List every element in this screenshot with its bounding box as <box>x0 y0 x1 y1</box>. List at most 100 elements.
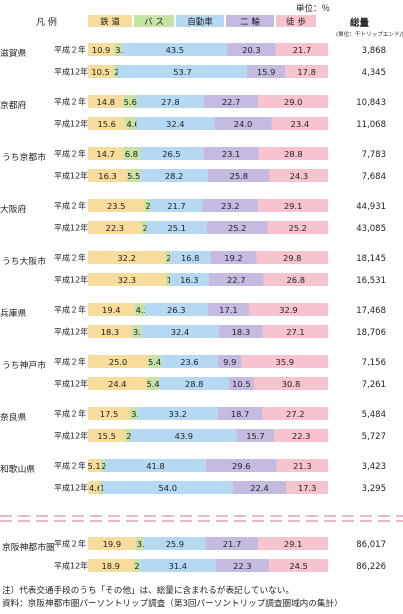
bar-value-label: 28.8 <box>185 379 203 389</box>
bar-value-label: 28.2 <box>165 171 183 181</box>
bar-segment <box>271 117 328 130</box>
bar-segment <box>169 273 209 286</box>
group-label: 和歌山県 <box>0 463 35 475</box>
bar-value-label: 43.9 <box>175 431 193 441</box>
bar-segment <box>202 199 259 212</box>
bar-value-label: 6.8 <box>125 149 138 159</box>
legend-swatch-1 <box>134 15 174 27</box>
bar-value-label: 23.5 <box>107 201 125 211</box>
bar-segment <box>123 147 140 160</box>
bar-segment <box>241 355 328 368</box>
total-value: 7,261 <box>362 380 386 390</box>
bar-segment <box>208 273 264 286</box>
bar-value-label: 29.0 <box>284 97 302 107</box>
bar-value-label: 23.4 <box>291 119 309 129</box>
group-4: うち大阪市平成２年32.22.016.819.229.818,145平成12年3… <box>2 251 386 286</box>
bar-value-label: 9.9 <box>223 357 236 367</box>
group-label: 京阪神都市圏 <box>2 541 55 553</box>
bar-segment <box>122 43 228 56</box>
year-label: 平成２年 <box>54 357 86 367</box>
bar-value-label: 19.2 <box>224 253 242 263</box>
year-label: 平成２年 <box>54 45 86 55</box>
total-value: 3,295 <box>362 484 386 494</box>
total-value: 44,931 <box>356 202 386 212</box>
bar-segment <box>248 303 328 316</box>
year-label: 平成12年 <box>54 379 88 389</box>
bar-segment <box>207 169 270 182</box>
bar-segment <box>144 303 208 316</box>
total-header: 総量 <box>350 17 370 29</box>
bar-segment <box>258 95 328 108</box>
bar-segment <box>88 117 126 130</box>
bar-segment <box>143 537 206 550</box>
bar-segment <box>232 481 287 494</box>
year-label: 平成12年 <box>54 327 88 337</box>
year-label: 平成12年 <box>54 171 88 181</box>
bar-segment <box>139 147 204 160</box>
year-label: 平成２年 <box>54 539 86 549</box>
group-label: うち神戸市 <box>2 359 46 371</box>
total-value: 86,017 <box>356 540 386 550</box>
bar-value-label: 26.3 <box>167 305 185 315</box>
year-label: 平成12年 <box>54 483 88 493</box>
bar-value-label: 53.7 <box>173 67 191 77</box>
bar-value-label: 15.7 <box>246 431 264 441</box>
bar-segment <box>88 147 124 160</box>
bar-value-label: 10.5 <box>232 379 250 389</box>
total-value: 11,068 <box>356 120 386 130</box>
bar-value-label: 32.9 <box>279 305 297 315</box>
bar-value-label: 15.9 <box>257 67 275 77</box>
bar-segment <box>267 221 328 234</box>
bar-segment <box>258 537 328 550</box>
bar-value-label: 24.5 <box>289 561 307 571</box>
bar-value-label: 24.0 <box>234 119 252 129</box>
bar-value-label: 29.6 <box>232 461 250 471</box>
bar-value-label: 25.9 <box>166 539 184 549</box>
bar-segment <box>275 43 328 56</box>
bar-value-label: 32.4 <box>166 119 184 129</box>
group-6: うち神戸市 平成２年 25.0 5.4 23.6 9.9 35.9 7,156 平成12年 24.… <box>2 355 386 390</box>
bar-value-label: 17.5 <box>100 409 118 419</box>
bar-value-label: 3.8 <box>133 327 146 337</box>
total-value: 18,706 <box>356 328 386 338</box>
group-label: 奈良県 <box>0 411 27 423</box>
bar-segment <box>258 147 328 160</box>
bar-segment <box>217 355 242 368</box>
group-label: 滋賀県 <box>0 47 27 59</box>
bar-segment <box>99 481 103 494</box>
group-5: 兵庫県 平成２年 19.4 4.2 26.3 17.1 32.9 17,468 平成12年 18.… <box>0 303 386 338</box>
bar-segment <box>136 117 215 130</box>
bar-segment <box>123 95 138 108</box>
legend-swatch-0 <box>88 15 132 27</box>
total-value: 7,684 <box>362 172 386 182</box>
bar-value-label: 10.9 <box>92 45 110 55</box>
year-label: 平成２年 <box>54 97 86 107</box>
bar-value-label: 27.2 <box>286 409 304 419</box>
bar-segment <box>88 95 124 108</box>
bar-value-label: 16.3 <box>98 171 116 181</box>
bar-segment <box>144 199 151 212</box>
bar-value-label: 18.7 <box>231 409 249 419</box>
bar-segment <box>141 221 147 234</box>
bar-segment <box>217 407 263 420</box>
bar-value-label: 5.4 <box>148 357 161 367</box>
total-value: 7,783 <box>362 150 386 160</box>
bar-value-label: 29.1 <box>284 539 302 549</box>
total-value: 16,531 <box>356 276 386 286</box>
bar-segment <box>262 407 328 420</box>
bar-value-label: 23.2 <box>221 201 239 211</box>
group-7: 奈良県 平成２年 17.5 3.2 33.2 18.7 27.2 5,484 平成12年 15.5… <box>0 407 386 442</box>
bar-segment <box>127 169 141 182</box>
year-label: 平成12年 <box>54 67 88 77</box>
bar-value-label: 16.3 <box>180 275 198 285</box>
bar-segment <box>118 65 248 78</box>
legend-label-1: バ ス <box>144 18 164 28</box>
year-label: 平成２年 <box>54 149 86 159</box>
bar-segment <box>88 429 126 442</box>
year-label: 平成２年 <box>54 461 86 471</box>
bar-segment <box>88 325 132 338</box>
bar-value-label: 3.3 <box>137 539 150 549</box>
bar-segment <box>205 459 277 472</box>
